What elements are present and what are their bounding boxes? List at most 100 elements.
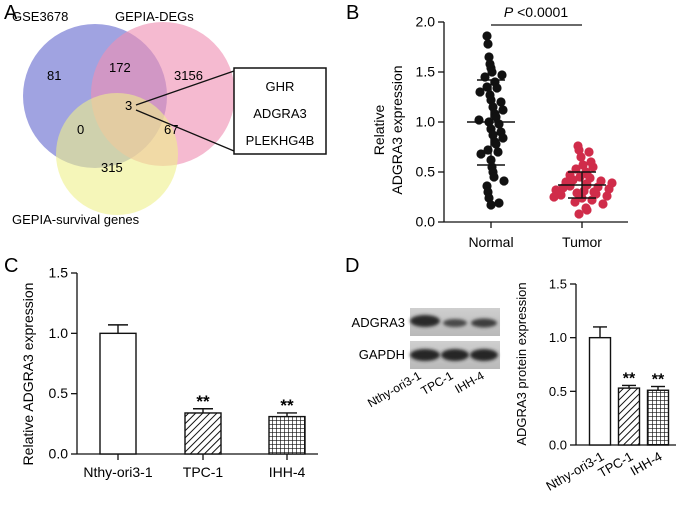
b-point-normal-14: [496, 97, 506, 107]
gene-list-box: [233, 67, 327, 155]
c-xtick-label-2: IHH-4: [269, 464, 306, 480]
blot-band-gapdh-ihh4: [470, 349, 498, 361]
venn-set-c-label: GEPIA-survival genes: [12, 212, 140, 227]
c-bar-2: [268, 415, 306, 455]
b-ytick-label-3: 1.5: [416, 64, 436, 80]
b-point-normal-1: [483, 39, 493, 49]
b-point-normal-21: [494, 119, 504, 129]
b-point-tumor-7: [571, 164, 581, 174]
b-ytick-label-4: 2.0: [416, 14, 436, 30]
blot-band-adgra3-tpc1: [443, 319, 467, 327]
blot-lane-label-tpc1: TPC-1: [418, 368, 455, 398]
b-point-tumor-30: [549, 192, 559, 202]
b-point-tumor-3: [576, 152, 586, 162]
b-ytick-label-1: 0.5: [416, 164, 436, 180]
c-bar-0: [99, 332, 137, 455]
blot-band-adgra3-ihh4: [471, 318, 497, 328]
c-significance-1: **: [196, 392, 210, 411]
b-ylabel-line1: Relative: [371, 105, 387, 156]
b-point-tumor-2: [584, 147, 594, 157]
b-point-normal-27: [491, 139, 501, 149]
c-ytick-label-3: 1.5: [49, 265, 69, 281]
blot-band-gapdh-nthy: [410, 349, 440, 361]
c-ytick-label-1: 0.5: [49, 385, 69, 401]
b-xtick-label-tumor: Tumor: [562, 234, 602, 250]
c-xtick-label-1: TPC-1: [183, 464, 224, 480]
panel-d-label: D: [345, 255, 359, 277]
c-bars: Nthy-ori3-1 ** TPC-1 ** IHH-4: [83, 324, 306, 480]
venn-set-b-label: GEPIA-DEGs: [115, 9, 194, 24]
b-point-normal-35: [499, 176, 509, 186]
b-point-tumor-32: [587, 195, 597, 205]
d-significance-2: **: [652, 372, 665, 389]
b-point-normal-39: [494, 198, 504, 208]
venn-set-a-label: GSE3678: [12, 9, 68, 24]
panel-b-label: B: [346, 2, 359, 24]
d-significance-1: **: [623, 370, 636, 387]
d-ylabel: ADGRA3 protein expression: [514, 282, 529, 445]
panel-a: A GSE3678 GEPIA-DEGs GEPIA-survival gene…: [4, 2, 327, 227]
gene-item-1: GHR: [266, 79, 295, 94]
venn-count-ab: 172: [109, 60, 131, 75]
venn-circle-gepia-survival: [56, 93, 178, 215]
b-point-normal-38: [484, 193, 494, 203]
b-point-tumor-1: [574, 145, 584, 155]
b-ylabel-line2: ADGRA3 expression: [389, 65, 405, 194]
blot-row-label-adgra3: ADGRA3: [352, 315, 405, 330]
venn-callout-line-bottom: [135, 109, 235, 152]
b-point-tumor-22: [604, 184, 614, 194]
b-point-normal-29: [493, 147, 503, 157]
blot-lane-label-ihh4: IHH-4: [452, 368, 486, 396]
b-mean-sd: [467, 79, 606, 199]
b-y-axis: 0.0 0.5 1.0 1.5 2.0: [416, 14, 444, 230]
blot-lane-label-nthy: Nthy-ori3-1: [365, 368, 424, 410]
b-xtick-label-normal: Normal: [468, 234, 513, 250]
b-ytick-label-2: 1.0: [416, 114, 436, 130]
d-bar-1: [617, 387, 641, 446]
c-ylabel: Relative ADGRA3 expression: [20, 283, 36, 466]
b-point-normal-11: [475, 87, 485, 97]
d-ytick-label-0: 0.0: [549, 438, 567, 453]
panel-d: D ADGRA3 GAPDH Nthy-ori3-1 TPC-1 IHH-4 A…: [345, 255, 676, 494]
venn-count-abc: 3: [125, 98, 132, 113]
d-ytick-label-2: 1.0: [549, 330, 567, 345]
c-bar-1: [184, 412, 222, 455]
western-blot: ADGRA3 GAPDH Nthy-ori3-1 TPC-1 IHH-4: [352, 308, 500, 410]
b-point-tumor-36: [582, 205, 592, 215]
b-point-normal-9: [482, 82, 492, 92]
b-point-tumor-33: [570, 197, 580, 207]
b-point-tumor-6: [588, 162, 598, 172]
b-point-tumor-28: [556, 190, 566, 200]
venn-count-b-only: 3156: [174, 68, 203, 83]
b-point-tumor-5: [578, 160, 588, 170]
blot-row-label-gapdh: GAPDH: [359, 347, 405, 362]
b-point-normal-2: [484, 52, 494, 62]
venn-count-c-only: 315: [101, 160, 123, 175]
c-y-axis: 0.0 0.5 1.0 1.5: [49, 265, 77, 462]
b-ytick-label-0: 0.0: [416, 214, 436, 230]
c-significance-2: **: [280, 396, 294, 415]
d-xtick-label-2: IHH-4: [628, 449, 665, 479]
b-point-normal-19: [474, 115, 484, 125]
panel-c-label: C: [4, 255, 18, 277]
b-point-tumor-34: [598, 199, 608, 209]
b-point-normal-18: [491, 112, 501, 122]
panel-b: B Relative ADGRA3 expression 0.0 0.5 1.0 1.…: [346, 2, 628, 250]
panel-c: C Relative ADGRA3 expression 0.0 0.5 1.0 1.…: [4, 255, 318, 480]
b-point-normal-10: [492, 83, 502, 93]
b-point-normal-25: [498, 133, 508, 143]
b-point-normal-30: [476, 149, 486, 159]
c-ytick-label-0: 0.0: [49, 446, 69, 462]
c-xtick-label-0: Nthy-ori3-1: [83, 464, 152, 480]
venn-count-a-only: 81: [47, 68, 61, 83]
gene-item-3: PLEKHG4B: [246, 133, 315, 148]
gene-item-2: ADGRA3: [253, 106, 306, 121]
c-ytick-label-2: 1.0: [49, 325, 69, 341]
d-y-axis: 0.0 0.5 1.0 1.5: [549, 277, 576, 453]
panel-a-label: A: [4, 2, 18, 24]
venn-callout-line-top: [135, 70, 235, 106]
blot-band-gapdh-tpc1: [441, 349, 469, 361]
d-ytick-label-1: 0.5: [549, 384, 567, 399]
b-point-tumor-19: [565, 181, 575, 191]
